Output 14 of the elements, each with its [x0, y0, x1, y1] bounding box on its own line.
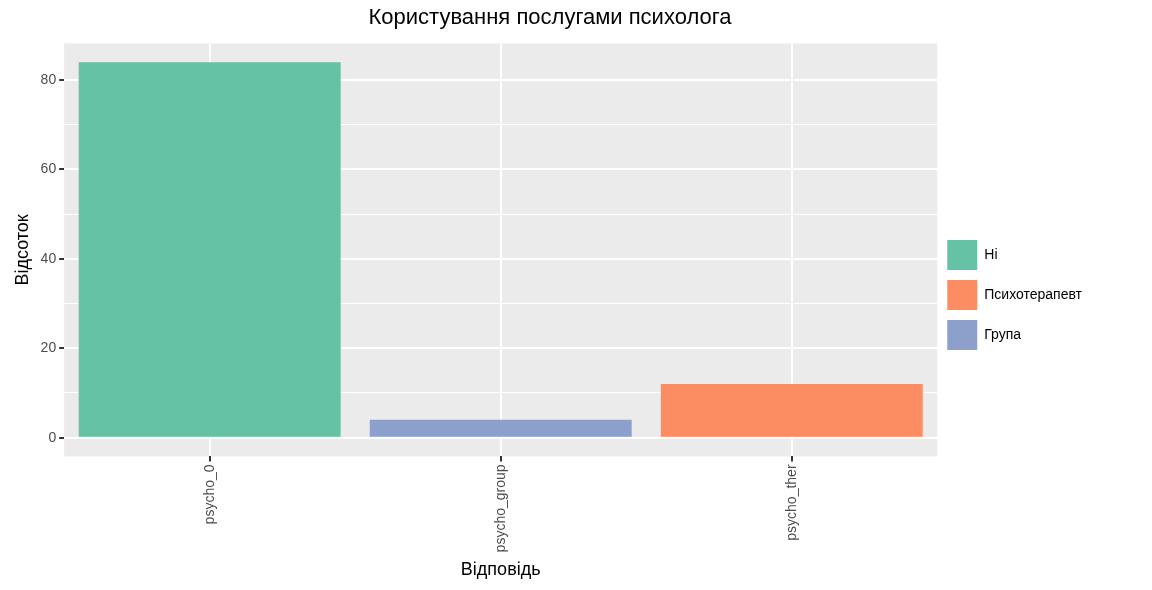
y-tick-label: 40 [40, 249, 57, 266]
y-tick-label: 80 [40, 70, 57, 87]
x-axis-title: Відповідь [460, 559, 541, 580]
chart-title: Користування послугами психолога [368, 4, 733, 30]
legend-label: Ні [984, 245, 998, 262]
y-axis-title: Відсоток [11, 214, 32, 286]
x-tick-label: psycho_ther [782, 464, 799, 541]
x-tick-label: psycho_group [491, 464, 508, 553]
y-tick-label: 0 [48, 428, 57, 445]
legend-label: Група [984, 325, 1022, 342]
y-tick-label: 60 [40, 160, 57, 177]
legend-label: Психотерапевт [984, 285, 1083, 302]
y-tick-label: 20 [40, 339, 57, 356]
x-tick-label: psycho_0 [200, 464, 217, 525]
